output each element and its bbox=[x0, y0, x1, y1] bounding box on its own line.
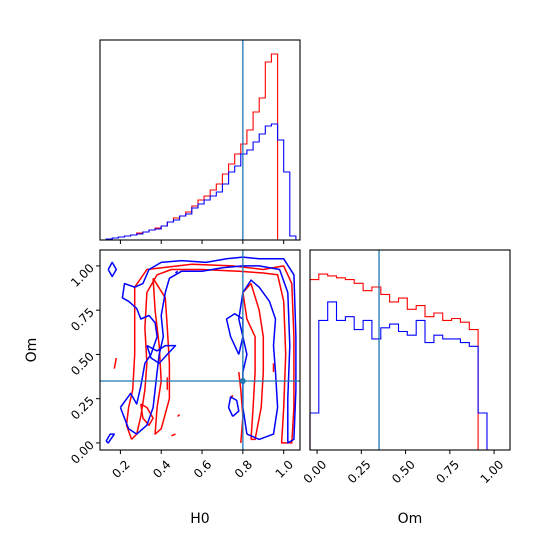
om-hist-x-tick-label: 1.00 bbox=[478, 457, 507, 486]
contour-b-4 bbox=[146, 344, 177, 365]
contour-x-tick-label: 1.0 bbox=[273, 457, 296, 480]
h0-histogram-frame bbox=[99, 39, 301, 241]
om-histogram-ticks: 0.00 0.25 0.50 0.75 1.00 bbox=[301, 450, 507, 486]
contour-x-tick-label: 0.8 bbox=[232, 457, 255, 480]
om-hist-x-tick-label: 0.25 bbox=[345, 457, 374, 486]
contour-y-tick-label: 0.50 bbox=[68, 349, 97, 378]
x-axis-label-h0: H0 bbox=[190, 511, 209, 527]
contour-a-1 bbox=[125, 263, 295, 444]
om-hist-x-tick-label: 0.50 bbox=[389, 457, 418, 486]
contour-b-8 bbox=[175, 270, 179, 274]
contour-a-8 bbox=[177, 414, 181, 417]
contour-b-3 bbox=[119, 256, 297, 444]
contour-b-6 bbox=[225, 312, 244, 355]
om-histogram-series-group bbox=[309, 273, 505, 451]
h0-histogram-series-1 bbox=[100, 53, 296, 241]
contour-y-tick-label: 0.75 bbox=[68, 305, 97, 334]
h0-histogram-series-group bbox=[100, 53, 297, 241]
om-histogram-frame bbox=[309, 249, 511, 451]
h0-histogram-ticks bbox=[119, 240, 285, 244]
om-hist-x-tick-label: 0.75 bbox=[433, 457, 462, 486]
contour-a-6 bbox=[113, 357, 118, 369]
contour-b-7 bbox=[227, 396, 240, 417]
contour-a-4 bbox=[140, 403, 154, 426]
om-histogram-panel: 0.00 0.25 0.50 0.75 1.00 bbox=[301, 249, 511, 486]
contour-a-3 bbox=[242, 282, 265, 441]
om-histogram-series-2 bbox=[309, 301, 505, 451]
h0-histogram-series-2 bbox=[100, 123, 297, 241]
contour-series-group bbox=[105, 256, 297, 444]
contour-b-1 bbox=[105, 433, 116, 444]
contour-y-tick-label: 1.00 bbox=[68, 261, 97, 290]
h0-histogram-panel bbox=[99, 39, 301, 244]
contour-b-2 bbox=[107, 261, 118, 278]
contour-x-tick-label: 0.2 bbox=[109, 457, 132, 480]
x-axis-label-om: Om bbox=[398, 511, 423, 527]
contour-y-tick-label: 0.00 bbox=[68, 438, 97, 467]
contour-x-tick-label: 0.6 bbox=[191, 457, 214, 480]
contour-a-2 bbox=[152, 277, 171, 435]
truth-point bbox=[239, 377, 246, 384]
om-hist-x-tick-label: 0.00 bbox=[301, 457, 330, 486]
contour-b-5 bbox=[238, 279, 279, 441]
contour-ticks: 0.2 0.4 0.6 0.8 1.0 0.00 0.25 0.50 0.75 1.00 bbox=[68, 261, 296, 481]
contour-y-tick-label: 0.25 bbox=[68, 394, 97, 423]
h0-om-contour-panel: 0.2 0.4 0.6 0.8 1.0 0.00 0.25 0.50 0.75 1.00 bbox=[68, 249, 301, 481]
om-histogram-series-1 bbox=[309, 273, 505, 451]
y-axis-label-om: Om bbox=[24, 338, 40, 363]
contour-x-tick-label: 0.4 bbox=[150, 457, 173, 480]
contour-a-9 bbox=[171, 433, 176, 437]
contour-frame bbox=[99, 249, 301, 451]
